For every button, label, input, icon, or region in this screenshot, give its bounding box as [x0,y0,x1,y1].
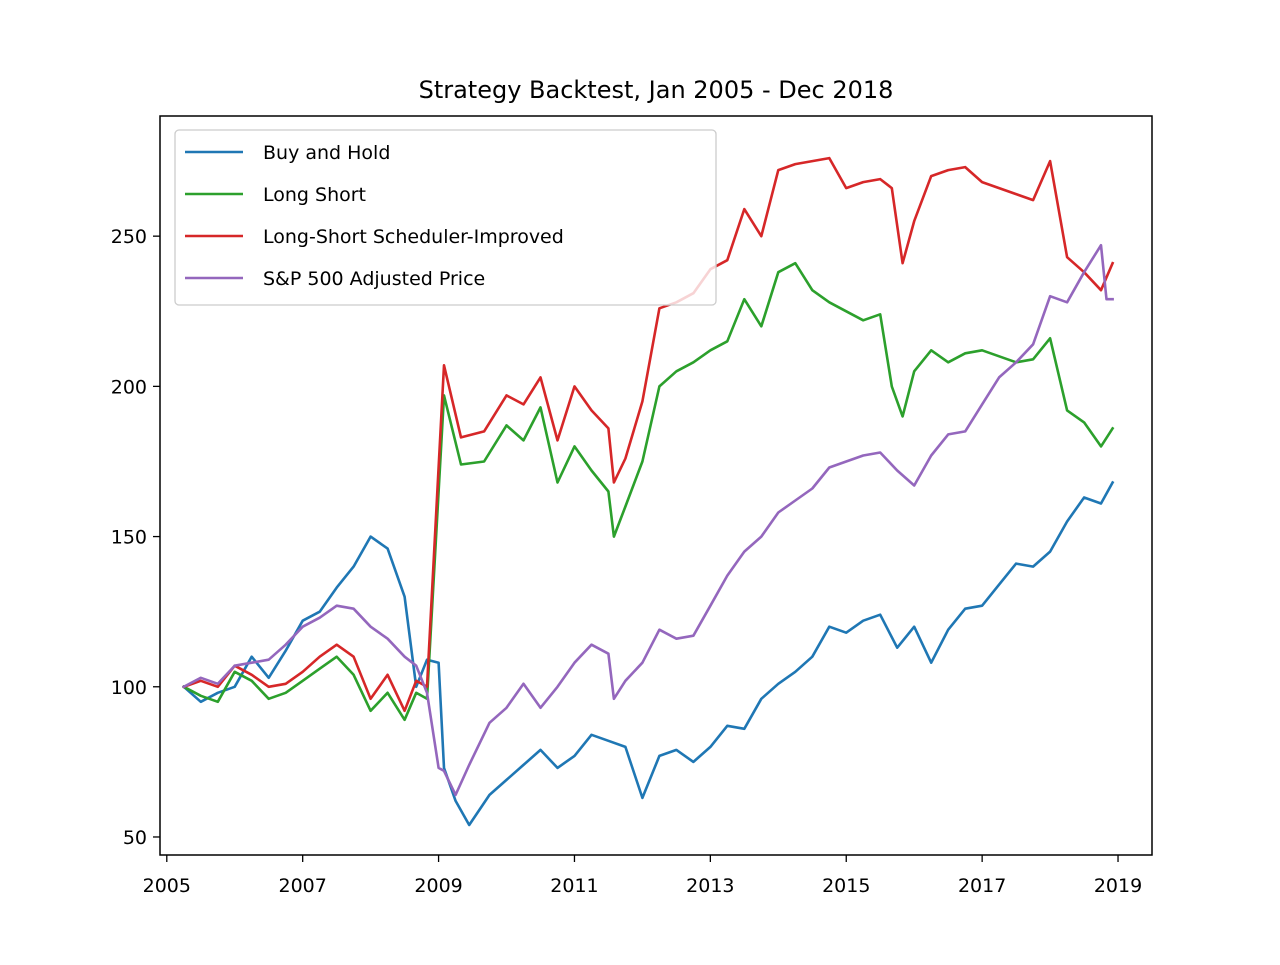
x-tick-label: 2007 [279,875,327,897]
series-line-3 [182,156,1115,713]
legend-label-4: S&P 500 Adjusted Price [263,268,485,290]
x-tick-label: 2013 [686,875,734,897]
legend-label-3: Long-Short Scheduler-Improved [263,226,564,248]
plot-frame [159,115,1153,856]
x-tick-label: 2015 [822,875,870,897]
series-line-1 [181,480,1115,827]
y-tick-label: 150 [111,527,147,549]
y-tick-label: 50 [123,827,147,849]
legend-label-2: Long Short [263,184,366,206]
chart-title: Strategy Backtest, Jan 2005 - Dec 2018 [419,76,894,104]
series-line-2 [182,261,1115,722]
series-line-4 [182,243,1114,797]
series-layer [181,156,1115,827]
legend-box [174,129,717,306]
x-tick-label: 2019 [1094,875,1142,897]
y-axis: 50 100 150 200 250 [111,226,160,849]
x-axis: 2005 2007 2009 2011 2013 2015 2017 2019 [143,855,1142,897]
y-tick-label: 100 [111,677,147,699]
legend: Buy and Hold Long Short Long-Short Schedul… [174,129,717,306]
y-tick-label: 250 [111,226,147,248]
y-tick-label: 200 [111,376,147,398]
x-tick-label: 2005 [143,875,191,897]
x-tick-label: 2017 [958,875,1006,897]
x-tick-label: 2009 [414,875,462,897]
legend-label-1: Buy and Hold [263,142,390,164]
x-tick-label: 2011 [550,875,598,897]
